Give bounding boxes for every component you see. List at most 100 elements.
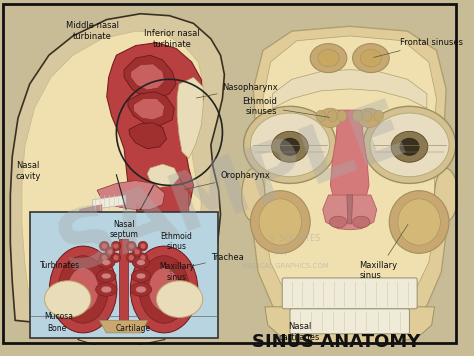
Ellipse shape: [111, 241, 121, 251]
Ellipse shape: [280, 138, 300, 156]
Polygon shape: [330, 110, 369, 213]
Ellipse shape: [435, 168, 458, 221]
FancyBboxPatch shape: [29, 213, 218, 338]
Text: S  SOCIATES: S SOCIATES: [269, 234, 320, 243]
Text: Frontal sinuses: Frontal sinuses: [374, 38, 463, 57]
Ellipse shape: [140, 243, 146, 249]
Ellipse shape: [49, 246, 117, 333]
Text: Oropharynx: Oropharynx: [185, 171, 270, 190]
Ellipse shape: [353, 44, 389, 73]
Polygon shape: [144, 174, 189, 243]
Ellipse shape: [316, 110, 326, 122]
Ellipse shape: [360, 49, 382, 67]
Ellipse shape: [389, 191, 449, 253]
Ellipse shape: [137, 260, 146, 265]
Ellipse shape: [272, 131, 308, 162]
Ellipse shape: [101, 255, 107, 261]
Ellipse shape: [101, 273, 111, 279]
Polygon shape: [265, 307, 435, 345]
Ellipse shape: [362, 110, 372, 122]
Ellipse shape: [138, 241, 148, 251]
Text: SINUS ANATOMY: SINUS ANATOMY: [252, 334, 421, 351]
Ellipse shape: [363, 106, 456, 183]
Ellipse shape: [244, 106, 336, 183]
Text: Nasal
cartilages: Nasal cartilages: [279, 322, 320, 342]
Ellipse shape: [128, 243, 134, 249]
Ellipse shape: [68, 268, 99, 311]
Ellipse shape: [97, 270, 116, 282]
Ellipse shape: [130, 283, 152, 296]
Polygon shape: [22, 31, 203, 315]
Text: Nasopharynx: Nasopharynx: [196, 83, 278, 98]
Polygon shape: [128, 92, 174, 126]
Text: Middle nasal
turbinate: Middle nasal turbinate: [66, 21, 119, 41]
Ellipse shape: [318, 49, 339, 67]
Polygon shape: [80, 213, 105, 224]
Ellipse shape: [113, 255, 119, 261]
Ellipse shape: [250, 113, 329, 177]
Ellipse shape: [101, 243, 107, 249]
Text: Nasal
cavity: Nasal cavity: [15, 161, 40, 180]
Text: Ethmoid
sinus: Ethmoid sinus: [161, 232, 192, 251]
Ellipse shape: [259, 199, 301, 245]
Ellipse shape: [319, 108, 342, 127]
Ellipse shape: [242, 168, 265, 221]
FancyBboxPatch shape: [31, 316, 217, 337]
Ellipse shape: [136, 273, 146, 279]
Polygon shape: [100, 320, 148, 333]
Polygon shape: [323, 195, 377, 230]
Polygon shape: [177, 77, 203, 158]
Polygon shape: [97, 180, 164, 209]
Polygon shape: [131, 64, 164, 90]
Ellipse shape: [310, 44, 347, 73]
Ellipse shape: [374, 110, 383, 122]
Text: Trachea: Trachea: [169, 253, 244, 272]
Ellipse shape: [127, 253, 136, 262]
Ellipse shape: [111, 253, 121, 262]
Ellipse shape: [136, 286, 146, 293]
Polygon shape: [273, 70, 427, 108]
Text: SAMPLE: SAMPLE: [47, 91, 417, 289]
Polygon shape: [149, 239, 176, 311]
Ellipse shape: [98, 257, 115, 268]
Ellipse shape: [107, 249, 113, 255]
Text: Bone: Bone: [47, 324, 66, 333]
Ellipse shape: [138, 253, 148, 262]
Ellipse shape: [353, 216, 370, 228]
Text: Turbinates: Turbinates: [40, 261, 81, 270]
Text: Inferior nasal
turbinate: Inferior nasal turbinate: [145, 29, 200, 48]
Ellipse shape: [131, 270, 151, 282]
Polygon shape: [78, 320, 169, 345]
Text: Maxillary
sinus: Maxillary sinus: [359, 224, 408, 280]
Text: Cartilage: Cartilage: [116, 324, 151, 333]
Ellipse shape: [139, 256, 189, 323]
Polygon shape: [147, 164, 179, 187]
Polygon shape: [80, 205, 102, 216]
Text: Mucosa: Mucosa: [44, 312, 73, 321]
Ellipse shape: [100, 241, 109, 251]
Polygon shape: [253, 26, 446, 344]
Polygon shape: [134, 99, 164, 120]
Ellipse shape: [45, 281, 91, 318]
Ellipse shape: [328, 110, 337, 122]
Ellipse shape: [128, 255, 134, 261]
Polygon shape: [107, 43, 203, 226]
Ellipse shape: [130, 246, 198, 333]
Ellipse shape: [370, 113, 449, 177]
Text: 747: 747: [272, 248, 289, 257]
Polygon shape: [263, 36, 437, 330]
Text: MEDICAL GRAPHICS.COM: MEDICAL GRAPHICS.COM: [242, 263, 328, 269]
Ellipse shape: [149, 268, 180, 311]
Polygon shape: [347, 195, 353, 224]
Ellipse shape: [134, 249, 140, 255]
Ellipse shape: [156, 281, 203, 318]
Ellipse shape: [329, 216, 347, 228]
Ellipse shape: [132, 257, 150, 268]
Ellipse shape: [140, 255, 146, 261]
Text: Ethmoid
sinuses: Ethmoid sinuses: [243, 96, 329, 117]
Polygon shape: [119, 239, 128, 326]
Polygon shape: [129, 123, 166, 149]
Ellipse shape: [102, 260, 110, 265]
Ellipse shape: [96, 283, 117, 296]
Ellipse shape: [400, 138, 419, 156]
